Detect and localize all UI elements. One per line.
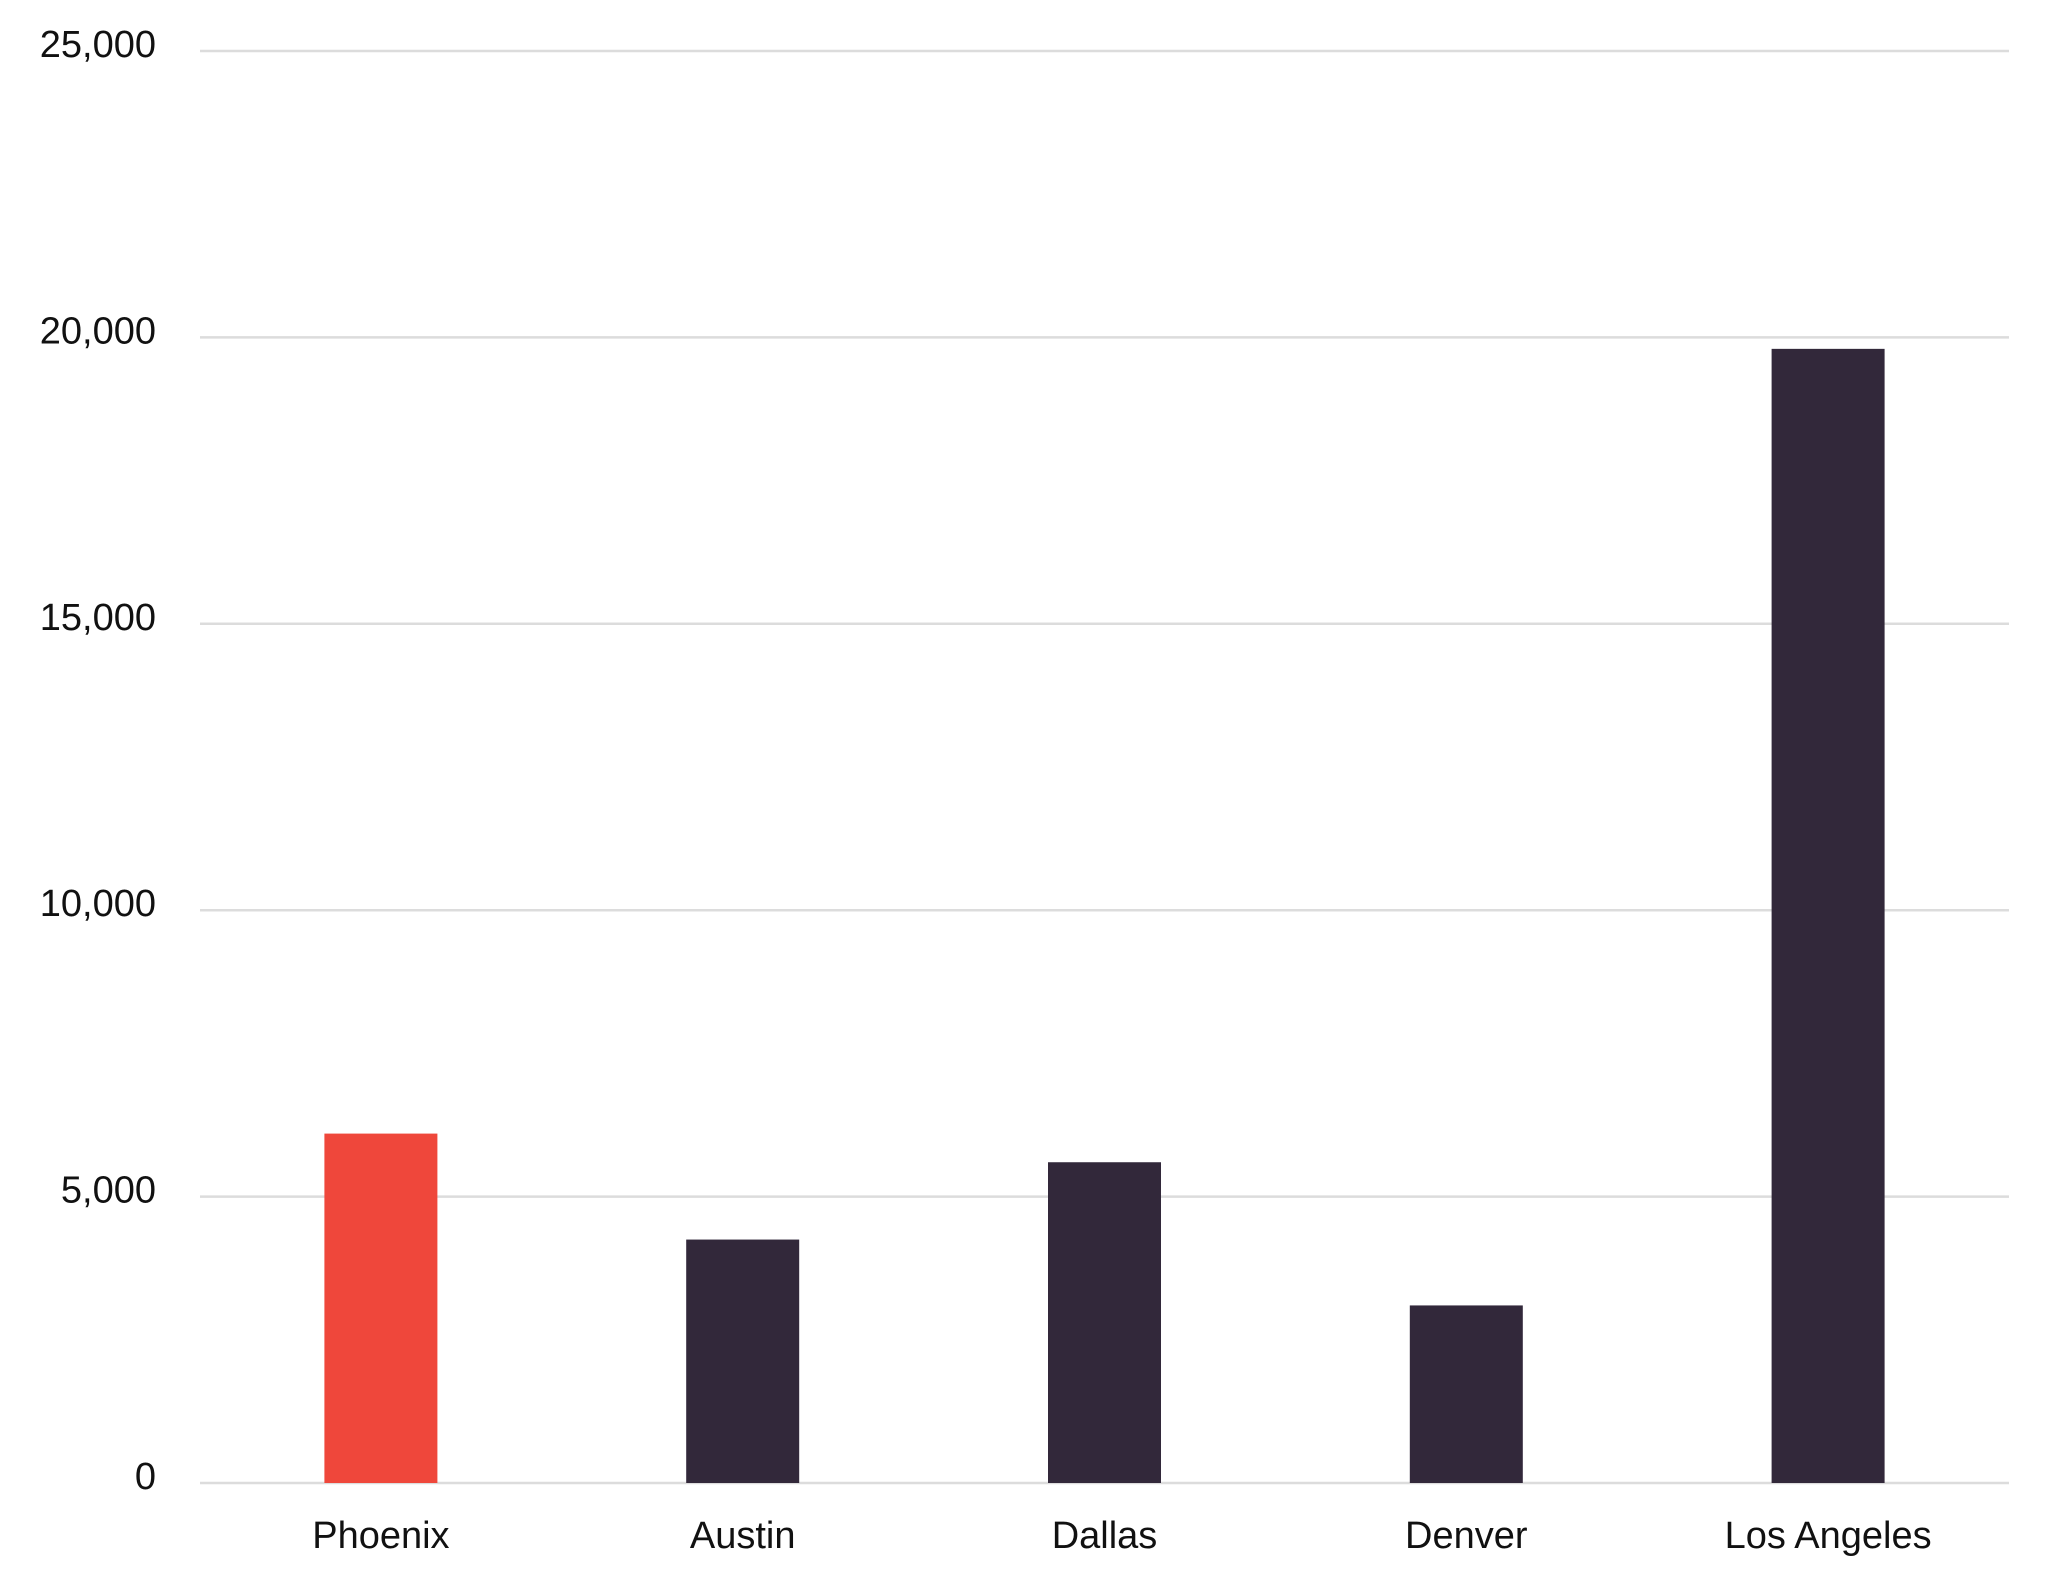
bar <box>1409 1305 1523 1483</box>
bar <box>686 1239 800 1483</box>
bar <box>324 1133 438 1483</box>
y-tick-label: 25,000 <box>40 24 156 66</box>
y-tick-label: 20,000 <box>40 310 156 352</box>
bar <box>1771 348 1885 1484</box>
y-tick-label: 5,000 <box>61 1170 156 1212</box>
x-tick-label: Denver <box>1405 1515 1528 1557</box>
y-tick-label: 10,000 <box>40 883 156 925</box>
x-tick-label: Phoenix <box>312 1515 449 1557</box>
x-tick-label: Los Angeles <box>1725 1515 1932 1557</box>
y-tick-label: 0 <box>135 1456 156 1498</box>
y-tick-label: 15,000 <box>40 597 156 639</box>
x-tick-label: Austin <box>690 1515 796 1557</box>
x-tick-label: Dallas <box>1052 1515 1158 1557</box>
bar <box>1048 1162 1161 1483</box>
